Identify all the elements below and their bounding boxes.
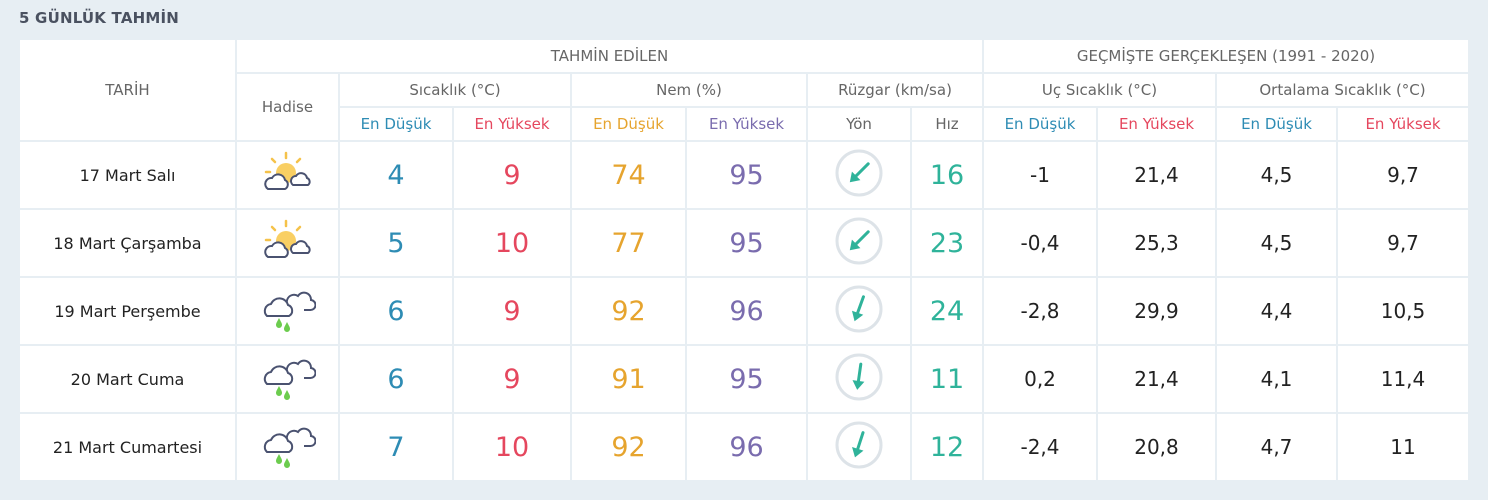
wind-direction-arrow-icon (834, 148, 884, 202)
extreme-max-cell: 29,9 (1098, 278, 1215, 344)
humidity-max-cell: 95 (687, 210, 806, 276)
date-cell: 19 Mart Perşembe (20, 278, 235, 344)
average-max-cell: 10,5 (1338, 278, 1468, 344)
date-cell: 21 Mart Cumartesi (20, 414, 235, 480)
wind-direction-cell (808, 414, 910, 480)
average-max-cell: 11 (1338, 414, 1468, 480)
header-uc-sicaklik: Uç Sıcaklık (°C) (984, 74, 1215, 106)
subheader-avg-max: En Yüksek (1338, 108, 1468, 140)
forecast-table: TARİH TAHMİN EDİLEN GEÇMİŞTE GERÇEKLEŞEN… (20, 40, 1468, 480)
header-sicaklik: Sıcaklık (°C) (340, 74, 570, 106)
extreme-max-cell: 21,4 (1098, 142, 1215, 208)
temp-max-cell: 10 (454, 414, 570, 480)
humidity-min-cell: 91 (572, 346, 685, 412)
average-min-cell: 4,7 (1217, 414, 1336, 480)
rain-icon (260, 422, 317, 472)
humidity-min-cell: 77 (572, 210, 685, 276)
humidity-max-cell: 95 (687, 346, 806, 412)
temp-max-cell: 10 (454, 210, 570, 276)
partly-cloudy-icon (260, 151, 316, 199)
header-gecmiste: GEÇMİŞTE GERÇEKLEŞEN (1991 - 2020) (984, 40, 1468, 72)
subheader-uc-min: En Düşük (984, 108, 1096, 140)
wind-speed-cell: 24 (912, 278, 982, 344)
section-title: 5 GÜNLÜK TAHMİN (19, 9, 180, 27)
humidity-max-cell: 96 (687, 414, 806, 480)
humidity-max-cell: 96 (687, 278, 806, 344)
average-min-cell: 4,1 (1217, 346, 1336, 412)
wind-speed-cell: 23 (912, 210, 982, 276)
weather-icon-cell (237, 278, 338, 344)
extreme-max-cell: 21,4 (1098, 346, 1215, 412)
temp-max-cell: 9 (454, 142, 570, 208)
header-nem: Nem (%) (572, 74, 806, 106)
humidity-min-cell: 92 (572, 414, 685, 480)
extreme-min-cell: -2,8 (984, 278, 1096, 344)
weather-icon-cell (237, 142, 338, 208)
wind-direction-cell (808, 278, 910, 344)
extreme-min-cell: -0,4 (984, 210, 1096, 276)
temp-min-cell: 5 (340, 210, 452, 276)
date-cell: 17 Mart Salı (20, 142, 235, 208)
extreme-min-cell: 0,2 (984, 346, 1096, 412)
wind-speed-cell: 12 (912, 414, 982, 480)
humidity-min-cell: 74 (572, 142, 685, 208)
date-cell: 18 Mart Çarşamba (20, 210, 235, 276)
temp-min-cell: 7 (340, 414, 452, 480)
average-min-cell: 4,5 (1217, 210, 1336, 276)
header-tarih: TARİH (20, 40, 235, 140)
wind-direction-cell (808, 210, 910, 276)
weather-icon-cell (237, 210, 338, 276)
rain-icon (260, 286, 317, 336)
extreme-min-cell: -2,4 (984, 414, 1096, 480)
weather-icon-cell (237, 414, 338, 480)
subheader-yon: Yön (808, 108, 910, 140)
extreme-min-cell: -1 (984, 142, 1096, 208)
wind-direction-arrow-icon (834, 420, 884, 474)
temp-min-cell: 4 (340, 142, 452, 208)
wind-direction-arrow-icon (834, 352, 884, 406)
weather-icon-cell (237, 346, 338, 412)
date-cell: 20 Mart Cuma (20, 346, 235, 412)
humidity-min-cell: 92 (572, 278, 685, 344)
temp-min-cell: 6 (340, 346, 452, 412)
header-ortalama-sicaklik: Ortalama Sıcaklık (°C) (1217, 74, 1468, 106)
temp-max-cell: 9 (454, 278, 570, 344)
subheader-temp-min: En Düşük (340, 108, 452, 140)
extreme-max-cell: 25,3 (1098, 210, 1215, 276)
humidity-max-cell: 95 (687, 142, 806, 208)
average-min-cell: 4,5 (1217, 142, 1336, 208)
wind-direction-cell (808, 346, 910, 412)
header-ruzgar: Rüzgar (km/sa) (808, 74, 982, 106)
subheader-uc-max: En Yüksek (1098, 108, 1215, 140)
subheader-temp-max: En Yüksek (454, 108, 570, 140)
temp-min-cell: 6 (340, 278, 452, 344)
wind-direction-cell (808, 142, 910, 208)
wind-direction-arrow-icon (834, 216, 884, 270)
rain-icon (260, 354, 317, 404)
subheader-hum-max: En Yüksek (687, 108, 806, 140)
subheader-avg-min: En Düşük (1217, 108, 1336, 140)
wind-speed-cell: 16 (912, 142, 982, 208)
extreme-max-cell: 20,8 (1098, 414, 1215, 480)
average-max-cell: 11,4 (1338, 346, 1468, 412)
average-min-cell: 4,4 (1217, 278, 1336, 344)
header-hadise: Hadise (237, 74, 338, 140)
temp-max-cell: 9 (454, 346, 570, 412)
average-max-cell: 9,7 (1338, 142, 1468, 208)
subheader-hum-min: En Düşük (572, 108, 685, 140)
partly-cloudy-icon (260, 219, 316, 267)
wind-direction-arrow-icon (834, 284, 884, 338)
subheader-hiz: Hız (912, 108, 982, 140)
header-tahmin-edilen: TAHMİN EDİLEN (237, 40, 982, 72)
wind-speed-cell: 11 (912, 346, 982, 412)
average-max-cell: 9,7 (1338, 210, 1468, 276)
